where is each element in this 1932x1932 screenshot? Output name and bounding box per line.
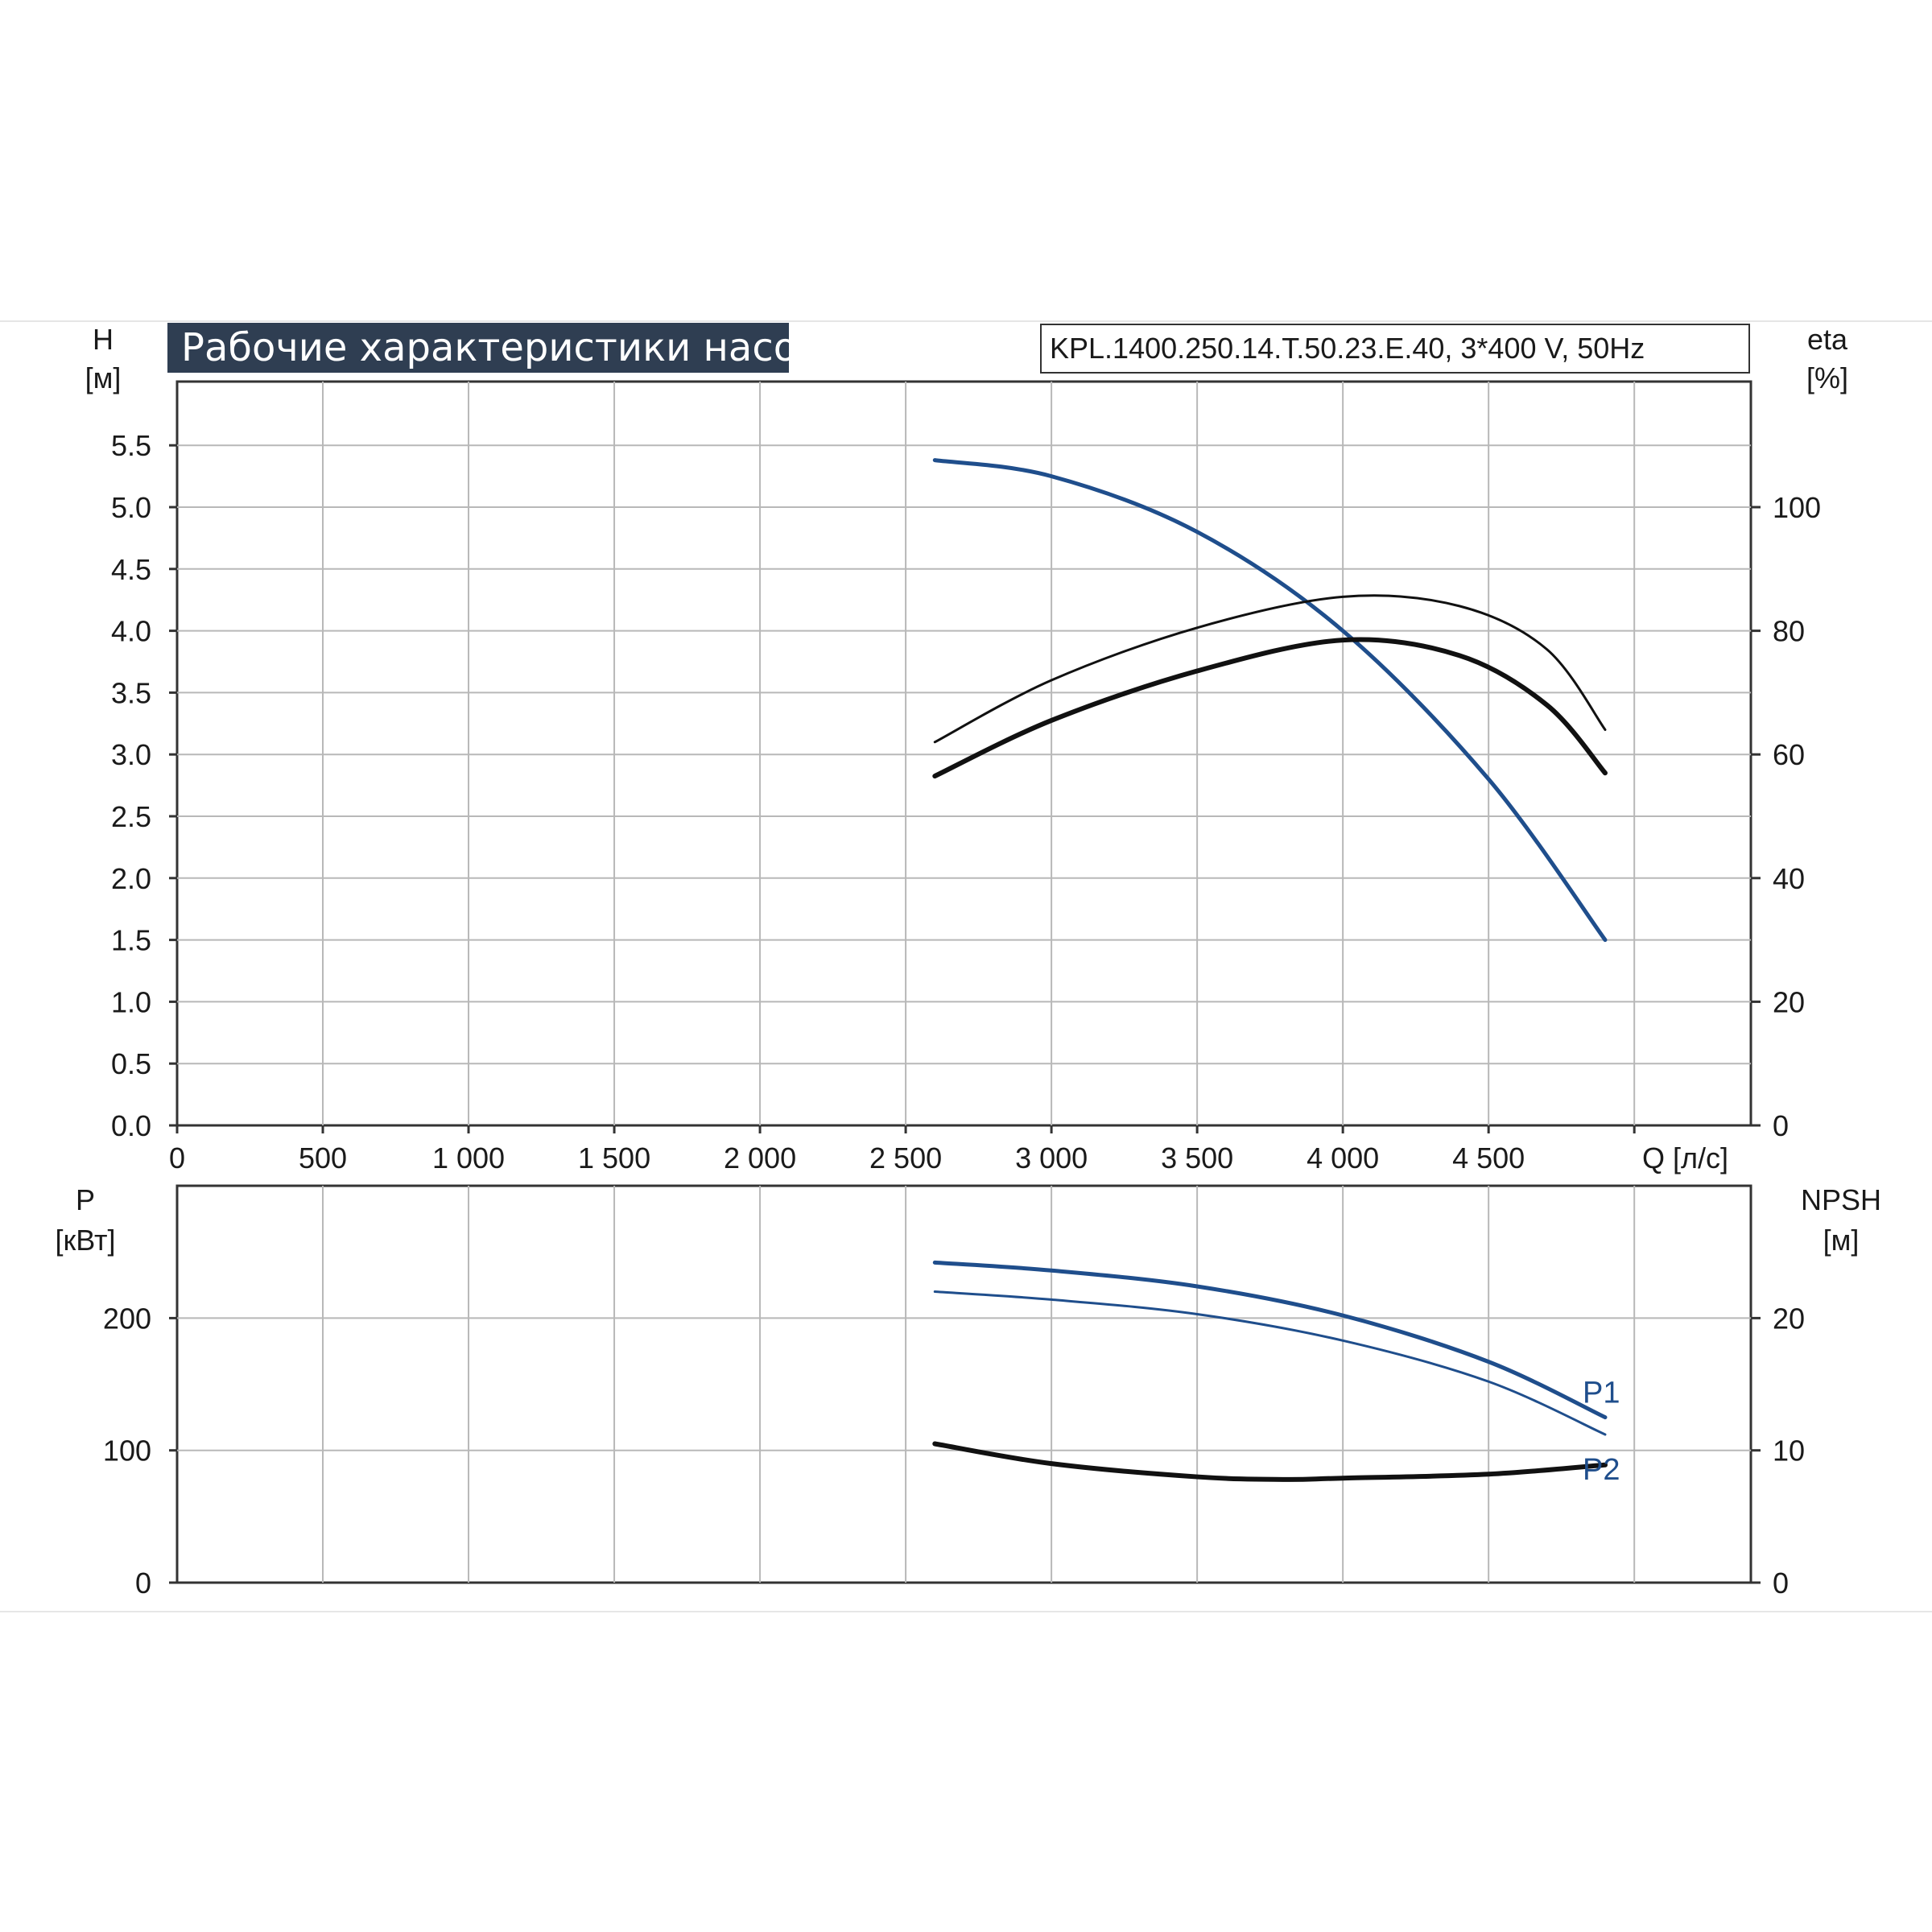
q-axis-label: Q [л/с] (1642, 1141, 1728, 1174)
x-tick-label: 1 000 (432, 1141, 505, 1174)
x-tick-label: 2 000 (724, 1141, 796, 1174)
p-tick-label: 100 (103, 1435, 151, 1468)
x-tick-label: 2 500 (869, 1141, 942, 1174)
h-tick-label: 5.5 (111, 429, 151, 462)
lower-plot-frame (175, 1184, 1752, 1584)
x-tick-label: 4 500 (1452, 1141, 1525, 1174)
npsh-curve (932, 1441, 1608, 1482)
h-tick-label: 2.5 (111, 800, 151, 833)
model-box (1040, 324, 1750, 374)
p-axis-label: P (76, 1183, 95, 1216)
head-curve (932, 458, 1608, 943)
h-axis-label: H (93, 323, 114, 356)
h-tick-label: 4.0 (111, 615, 151, 648)
eta-axis-unit: [%] (1806, 361, 1848, 394)
p-tick-label: 0 (135, 1567, 151, 1600)
lower-curves (932, 1260, 1608, 1482)
h-axis-unit: [м] (85, 361, 122, 394)
x-tick-label: 500 (299, 1141, 347, 1174)
eta1-curve (933, 594, 1607, 744)
p1-curve (932, 1260, 1608, 1420)
title-banner (167, 323, 789, 373)
curve-labels: P1 P2 (1583, 1377, 1620, 1487)
x-tick-label: 4 000 (1307, 1141, 1379, 1174)
eta-tick-label: 40 (1773, 862, 1805, 895)
npsh-axis-unit: [м] (1823, 1224, 1860, 1257)
upper-grid: 0 500 1 000 1 500 2 000 2 500 3 000 3 500 4 000 4… (111, 380, 1821, 1174)
npsh-tick-label: 0 (1773, 1567, 1789, 1600)
npsh-axis-label: NPSH (1801, 1183, 1881, 1216)
h-tick-label: 4.5 (111, 553, 151, 586)
npsh-tick-label: 20 (1773, 1302, 1805, 1335)
eta-tick-label: 0 (1773, 1109, 1789, 1142)
upper-curves (932, 458, 1608, 943)
eta-axis-label: eta (1807, 323, 1848, 356)
x-tick-label: 1 500 (578, 1141, 650, 1174)
eta-tick-label: 60 (1773, 738, 1805, 771)
h-tick-label: 2.0 (111, 862, 151, 895)
h-tick-label: 1.5 (111, 924, 151, 957)
h-tick-label: 3.5 (111, 676, 151, 709)
h-tick-label: 0.0 (111, 1109, 151, 1142)
upper-plot-frame (175, 380, 1752, 1127)
eta-tick-label: 100 (1773, 491, 1821, 524)
x-tick-label: 0 (169, 1141, 185, 1174)
p2-label: P2 (1583, 1453, 1620, 1487)
eta2-curve (932, 637, 1608, 779)
eta-tick-label: 80 (1773, 615, 1805, 648)
chart-title: Рабочие характеристики насоса (181, 325, 842, 370)
p1-label: P1 (1583, 1377, 1620, 1410)
x-tick-label: 3 000 (1015, 1141, 1088, 1174)
model-label: KPL.1400.250.14.T.50.23.E.40, 3*400 V, 5… (1050, 332, 1645, 365)
p-axis-unit: [кВт] (55, 1224, 115, 1257)
x-tick-label: 3 500 (1161, 1141, 1233, 1174)
h-tick-label: 3.0 (111, 738, 151, 771)
h-tick-label: 0.5 (111, 1047, 151, 1080)
p-tick-label: 200 (103, 1302, 151, 1335)
h-tick-label: 5.0 (111, 491, 151, 524)
npsh-tick-label: 10 (1773, 1435, 1805, 1468)
h-tick-label: 1.0 (111, 985, 151, 1018)
lower-grid: 0 100 200 0 10 20 (103, 1184, 1805, 1600)
eta-tick-label: 20 (1773, 985, 1805, 1018)
p2-curve (933, 1290, 1607, 1436)
